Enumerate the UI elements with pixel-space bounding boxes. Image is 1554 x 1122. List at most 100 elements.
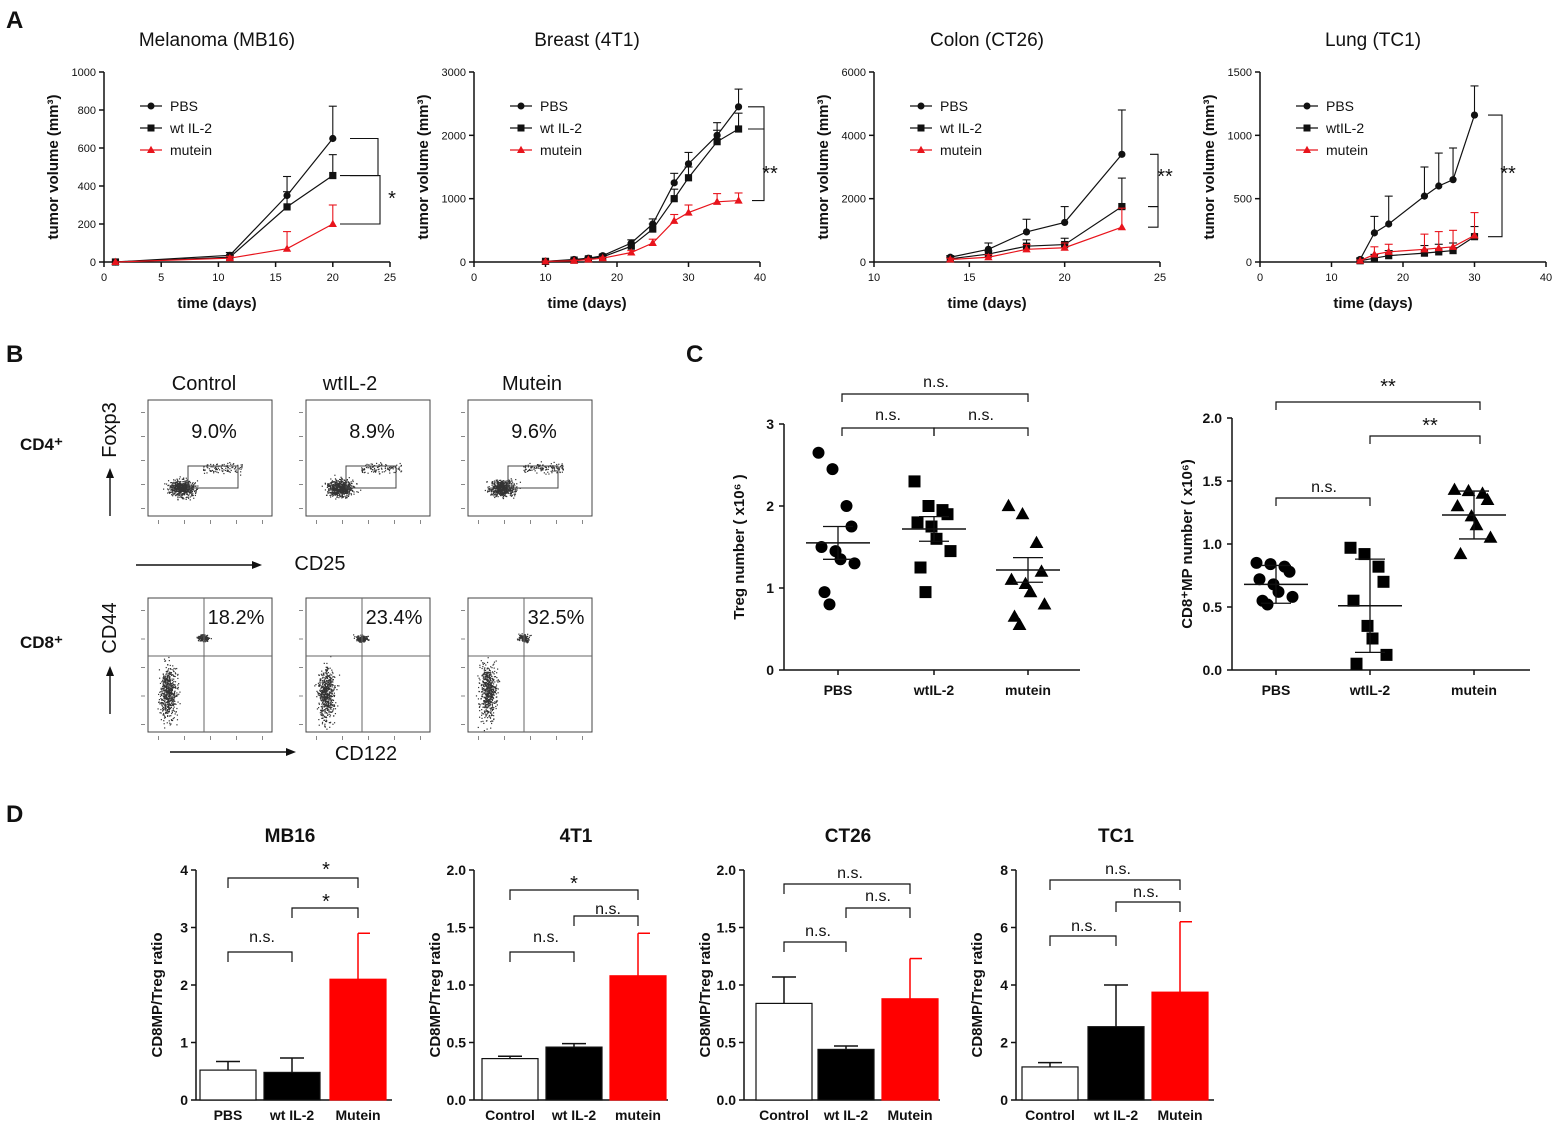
event-dot: [185, 491, 187, 494]
axis-tick: [461, 508, 465, 509]
significance-bracket: [1148, 206, 1159, 228]
event-dot: [171, 710, 173, 712]
y-axis-label: CD8⁺MP number ( x10⁶): [1179, 459, 1196, 629]
event-dot: [542, 468, 545, 470]
event-dot: [332, 699, 335, 702]
event-dot: [489, 704, 491, 706]
event-dot: [207, 467, 209, 469]
event-dot: [177, 480, 179, 482]
data-point: [1380, 648, 1393, 661]
event-dot: [344, 479, 346, 482]
event-dot: [489, 679, 492, 681]
event-dot: [502, 487, 504, 489]
event-dot: [195, 492, 197, 494]
event-dot: [173, 680, 175, 683]
event-dot: [483, 678, 485, 680]
event-dot: [319, 681, 321, 683]
event-dot: [480, 684, 483, 686]
event-dot: [191, 489, 193, 491]
event-dot: [488, 706, 490, 708]
event-dot: [387, 468, 389, 470]
event-dot: [326, 706, 328, 708]
event-dot: [347, 484, 349, 486]
event-dot: [365, 638, 367, 640]
significance-bracket: [291, 907, 359, 918]
event-dot: [176, 478, 178, 480]
event-dot: [169, 673, 171, 675]
data-point: [1261, 598, 1274, 611]
event-dot: [365, 638, 368, 640]
event-dot: [190, 491, 192, 493]
event-dot: [497, 496, 499, 498]
event-dot: [353, 637, 355, 639]
event-dot: [163, 704, 166, 706]
axis-tick: [262, 736, 263, 740]
event-dot: [488, 686, 490, 688]
event-dot: [492, 664, 494, 666]
data-point: [919, 586, 932, 599]
event-dot: [201, 636, 203, 638]
event-dot: [216, 463, 218, 466]
event-dot: [512, 486, 515, 488]
significance-label: n.s.: [1311, 479, 1337, 496]
event-dot: [490, 679, 492, 682]
event-dot: [341, 489, 343, 491]
event-dot: [484, 697, 487, 700]
event-dot: [179, 488, 181, 490]
event-dot: [174, 486, 177, 489]
event-dot: [481, 703, 483, 705]
event-dot: [359, 636, 362, 638]
event-dot: [161, 701, 163, 704]
event-dot: [179, 489, 181, 491]
event-dot: [240, 468, 242, 470]
y-tick-label: 4: [1000, 977, 1008, 993]
event-dot: [490, 490, 492, 493]
event-dot: [322, 692, 324, 694]
event-dot: [331, 484, 334, 486]
event-dot: [324, 689, 326, 691]
event-dot: [174, 492, 176, 494]
event-dot: [331, 693, 333, 695]
event-dot: [341, 478, 343, 480]
event-dot: [325, 691, 327, 693]
event-dot: [518, 639, 520, 641]
event-dot: [498, 493, 500, 495]
event-dot: [486, 676, 488, 678]
event-dot: [205, 637, 208, 639]
series-pbs: [111, 105, 337, 266]
event-dot: [331, 706, 333, 709]
event-dot: [485, 714, 487, 717]
event-dot: [168, 672, 171, 674]
event-dot: [183, 498, 185, 500]
event-dot: [172, 669, 174, 671]
event-dot: [344, 495, 346, 497]
event-dot: [172, 700, 174, 702]
event-dot: [176, 485, 178, 487]
event-dot: [182, 498, 184, 500]
event-dot: [202, 638, 204, 640]
x-tick-label: 0: [471, 272, 477, 284]
event-dot: [482, 702, 484, 705]
event-dot: [172, 674, 174, 676]
event-dot: [330, 702, 332, 704]
event-dot: [486, 712, 489, 714]
event-dot: [323, 706, 325, 708]
event-dot: [492, 688, 494, 690]
x-tick-label: 20: [1059, 272, 1071, 284]
event-dot: [328, 688, 330, 690]
event-dot: [169, 698, 171, 700]
event-dot: [482, 684, 484, 687]
event-dot: [321, 706, 323, 708]
event-dot: [495, 702, 497, 704]
event-dot: [330, 700, 332, 702]
event-dot: [176, 687, 178, 689]
event-dot: [167, 711, 169, 713]
event-dot: [220, 466, 222, 468]
event-dot: [495, 701, 498, 703]
event-dot: [498, 680, 500, 682]
event-dot: [351, 489, 354, 492]
event-dot: [169, 692, 172, 694]
event-dot: [331, 677, 333, 679]
event-dot: [528, 636, 530, 639]
event-dot: [493, 715, 495, 717]
